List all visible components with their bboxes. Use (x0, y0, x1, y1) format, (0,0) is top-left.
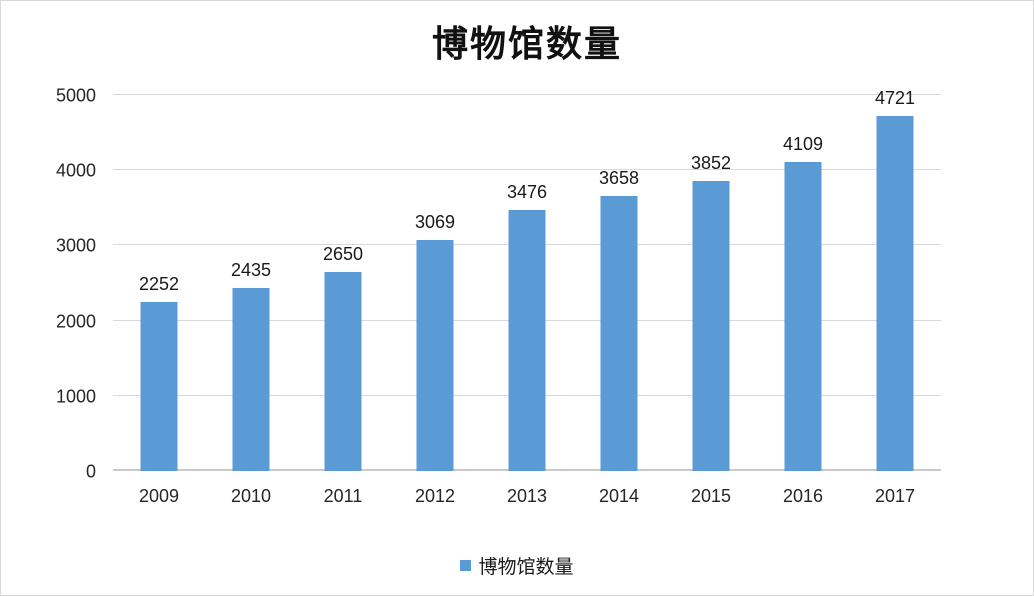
bar-group: 2650 2011 (297, 95, 389, 506)
bar-value-label: 2252 (138, 273, 180, 294)
x-axis-label: 2009 (138, 486, 180, 506)
bar-value-label: 2650 (322, 243, 364, 264)
chart-title: 博物馆数量 (431, 24, 622, 64)
bar-group: 3658 2014 (573, 95, 665, 506)
bar (692, 181, 730, 471)
plot-area: 0 1000 2000 3000 4000 5000 2252 2009 2435 2010 265… (56, 86, 941, 506)
bar (324, 271, 362, 471)
y-axis-tick-label: 3000 (55, 235, 96, 256)
x-axis-label: 2011 (323, 486, 363, 506)
bar-group: 3852 2015 (665, 95, 757, 506)
x-axis-label: 2014 (598, 486, 640, 506)
y-axis-tick-label: 1000 (55, 386, 96, 407)
bar (416, 240, 454, 471)
x-axis-label: 2017 (874, 486, 916, 506)
bar-group: 3476 2013 (481, 95, 573, 506)
x-axis-label: 2016 (782, 486, 824, 506)
y-axis-tick-label: 4000 (55, 160, 96, 181)
bar-group: 3069 2012 (389, 95, 481, 506)
gridline (113, 169, 941, 171)
bar (140, 301, 178, 471)
x-axis-label: 2012 (414, 486, 455, 506)
y-axis-tick-label: 5000 (55, 85, 96, 106)
bar (876, 115, 914, 471)
bar-value-label: 2435 (230, 259, 272, 280)
bar-group: 4721 2017 (849, 88, 941, 506)
bar-group: 2435 2010 (205, 95, 297, 506)
bar-value-label: 3069 (414, 212, 455, 233)
bar (784, 162, 822, 471)
x-axis-label: 2013 (506, 486, 548, 506)
gridline (113, 94, 941, 95)
legend-label: 博物馆数量 (478, 557, 574, 578)
bar-value-label: 3658 (598, 167, 640, 188)
bar-group: 4109 2016 (757, 95, 849, 506)
y-axis-tick-label: 0 (85, 461, 96, 482)
bar (600, 195, 638, 471)
bar (232, 287, 270, 471)
bar-value-label: 4109 (782, 134, 824, 155)
bar-value-label: 3852 (690, 153, 731, 174)
x-axis-label: 2015 (690, 486, 731, 506)
bar-value-label: 3476 (506, 181, 548, 202)
legend: 博物馆数量 (1, 552, 1033, 579)
bar-group: 2252 2009 (113, 95, 205, 506)
bar (508, 209, 546, 471)
y-axis-tick-label: 2000 (55, 311, 96, 332)
square-swatch-icon (460, 560, 472, 571)
x-axis-label: 2010 (230, 486, 272, 506)
bar-value-label: 4721 (874, 87, 916, 108)
